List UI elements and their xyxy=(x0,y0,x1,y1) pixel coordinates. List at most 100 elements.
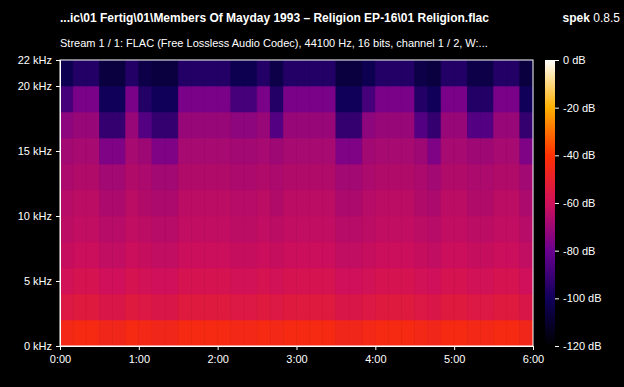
cell xyxy=(310,294,323,320)
tick-mark xyxy=(139,346,140,350)
cell xyxy=(60,268,73,294)
cell xyxy=(244,164,257,190)
cell xyxy=(323,294,336,320)
cell xyxy=(218,164,231,190)
cell xyxy=(349,60,362,86)
tick-label: 0:00 xyxy=(50,353,71,365)
cell xyxy=(113,242,126,268)
cell xyxy=(231,294,244,320)
cell xyxy=(283,190,296,216)
cell xyxy=(349,86,362,112)
cell xyxy=(99,138,112,164)
tick-label: 0 dB xyxy=(563,54,586,66)
cell xyxy=(323,190,336,216)
cell xyxy=(297,268,310,294)
cell xyxy=(126,112,139,138)
cell xyxy=(297,216,310,242)
tick: -60 dB xyxy=(555,197,595,209)
cell xyxy=(139,60,152,86)
tick: 0 kHz xyxy=(24,340,60,352)
tick: -20 dB xyxy=(555,102,595,114)
cell xyxy=(415,164,428,190)
cell xyxy=(244,60,257,86)
colorbar-axis: 0 dB-20 dB-40 dB-60 dB-80 dB-100 dB-120 … xyxy=(555,54,602,352)
cell xyxy=(297,190,310,216)
tick-label: 5 kHz xyxy=(24,275,52,287)
cell xyxy=(86,242,99,268)
cell xyxy=(388,190,401,216)
tick-mark xyxy=(297,346,298,350)
cell xyxy=(178,190,191,216)
cell xyxy=(178,164,191,190)
cell xyxy=(336,86,349,112)
cell xyxy=(402,164,415,190)
cell xyxy=(441,242,454,268)
tick: 5 kHz xyxy=(24,275,60,287)
cell xyxy=(323,138,336,164)
y-axis: 0 kHz5 kHz10 kHz15 kHz20 kHz22 kHz xyxy=(18,54,61,352)
cell xyxy=(362,242,375,268)
cell xyxy=(467,112,480,138)
cell xyxy=(257,112,270,138)
cell xyxy=(257,320,270,346)
cell xyxy=(86,60,99,86)
cell xyxy=(218,320,231,346)
cell xyxy=(231,216,244,242)
cell xyxy=(152,216,165,242)
cell xyxy=(415,190,428,216)
cell xyxy=(152,86,165,112)
cell xyxy=(310,60,323,86)
cell xyxy=(270,190,283,216)
tick-mark xyxy=(218,346,219,350)
cell xyxy=(520,138,533,164)
cell xyxy=(113,138,126,164)
tick: 2:00 xyxy=(207,346,228,365)
cell xyxy=(402,190,415,216)
cell xyxy=(415,138,428,164)
tick-label: -80 dB xyxy=(563,245,595,257)
cell xyxy=(454,216,467,242)
cell xyxy=(507,190,520,216)
cell xyxy=(244,268,257,294)
cell xyxy=(323,268,336,294)
cell xyxy=(60,138,73,164)
cell xyxy=(507,138,520,164)
tick-label: 5:00 xyxy=(444,353,465,365)
cell xyxy=(139,242,152,268)
cell xyxy=(362,320,375,346)
cell xyxy=(454,138,467,164)
cell xyxy=(191,294,204,320)
cell xyxy=(231,268,244,294)
cell xyxy=(218,268,231,294)
cell xyxy=(139,190,152,216)
cell xyxy=(257,242,270,268)
cell xyxy=(113,112,126,138)
cell xyxy=(388,242,401,268)
tick-label: 4:00 xyxy=(365,353,386,365)
cell xyxy=(244,138,257,164)
cell xyxy=(60,86,73,112)
cell xyxy=(126,294,139,320)
cell xyxy=(415,216,428,242)
cell xyxy=(520,242,533,268)
tick-mark xyxy=(555,155,559,156)
cell xyxy=(165,60,178,86)
cell xyxy=(205,242,218,268)
cell xyxy=(494,242,507,268)
cell xyxy=(139,294,152,320)
cell xyxy=(402,86,415,112)
cell xyxy=(113,190,126,216)
cell xyxy=(99,164,112,190)
cell xyxy=(270,216,283,242)
cell xyxy=(388,164,401,190)
cell xyxy=(165,112,178,138)
tick: 10 kHz xyxy=(18,210,60,222)
tick: 15 kHz xyxy=(18,145,60,157)
cell xyxy=(310,190,323,216)
cell xyxy=(467,268,480,294)
cell xyxy=(454,268,467,294)
cell xyxy=(375,268,388,294)
cell xyxy=(480,216,493,242)
cell xyxy=(323,320,336,346)
cell xyxy=(441,294,454,320)
